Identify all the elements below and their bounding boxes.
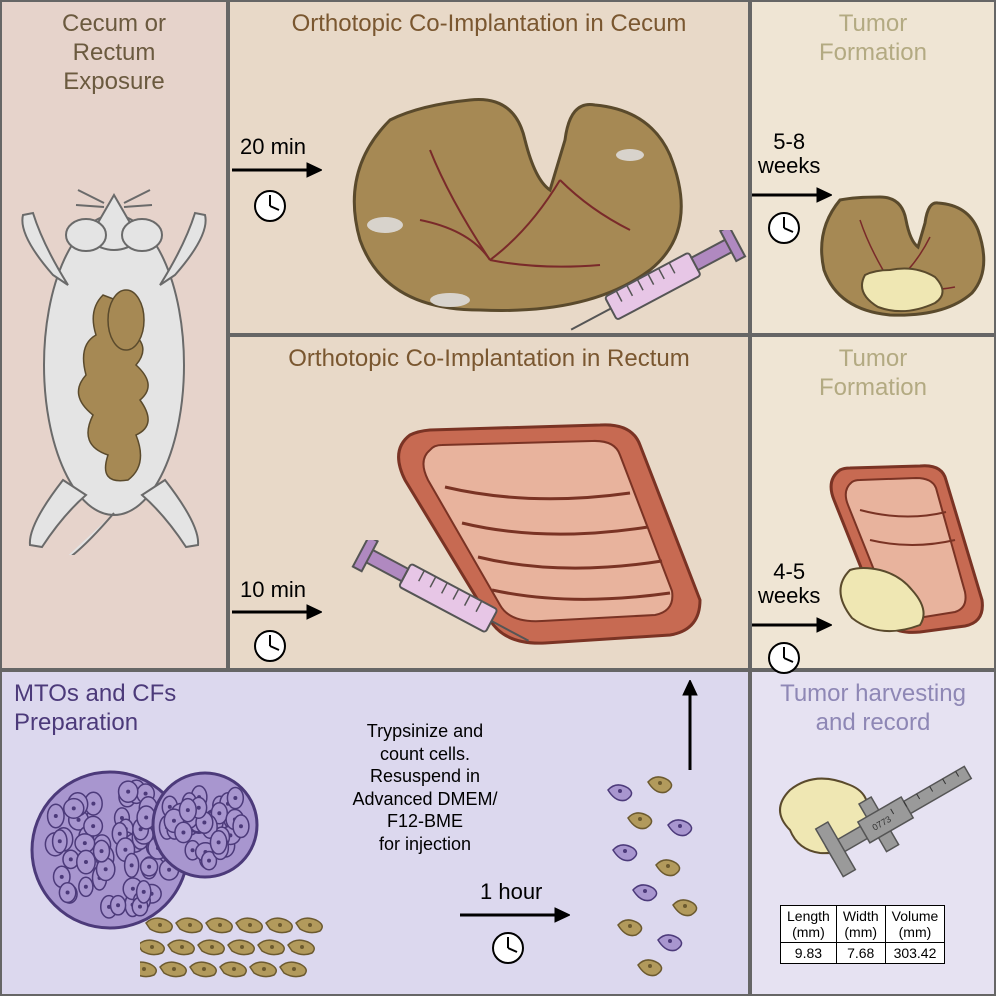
meas-col-header: Volume(mm) [885, 906, 945, 943]
clock-to-rectum [252, 628, 288, 664]
arrow-to-cecum [232, 160, 322, 180]
label-to-cecum: 20 min [240, 135, 306, 159]
clock-cecum-form [766, 210, 802, 246]
clock-to-cecum [252, 188, 288, 224]
prep-instructions: Trypsinize andcount cells.Resuspend inAd… [315, 720, 535, 855]
rectum-tumor-illustration [810, 450, 990, 650]
title-cecum-implant: Orthotopic Co-Implantation in Cecum [230, 2, 748, 39]
clock-prep-time [490, 930, 526, 966]
label-prep-time: 1 hour [480, 880, 542, 904]
meas-cell: 7.68 [836, 943, 885, 964]
arrow-prep-time [460, 905, 570, 925]
meas-col-header: Width(mm) [836, 906, 885, 943]
cf-sheet [140, 905, 340, 995]
clock-rectum-form [766, 640, 802, 676]
caliper-illustration: 0773 [760, 745, 990, 895]
title-rectum-tumor: TumorFormation [752, 337, 994, 403]
syringe-cecum [560, 230, 750, 340]
mouse-illustration [8, 135, 220, 555]
meas-col-header: Length(mm) [781, 906, 837, 943]
meas-cell: 9.83 [781, 943, 837, 964]
label-to-rectum: 10 min [240, 578, 306, 602]
title-harvest: Tumor harvestingand record [752, 672, 994, 738]
arrow-cells-up [680, 680, 700, 770]
dissociated-cells [590, 770, 730, 980]
title-rectum-implant: Orthotopic Co-Implantation in Rectum [230, 337, 748, 374]
measurement-table: Length(mm)Width(mm)Volume(mm) 9.837.6830… [780, 905, 945, 964]
syringe-rectum [335, 540, 545, 670]
label-cecum-form: 5-8weeks [758, 130, 820, 178]
title-exposure: Cecum orRectumExposure [2, 2, 226, 96]
title-cecum-tumor: TumorFormation [752, 2, 994, 68]
cecum-tumor-illustration [810, 175, 990, 330]
table-row: 9.837.68303.42 [781, 943, 945, 964]
arrow-to-rectum [232, 602, 322, 622]
meas-cell: 303.42 [885, 943, 945, 964]
